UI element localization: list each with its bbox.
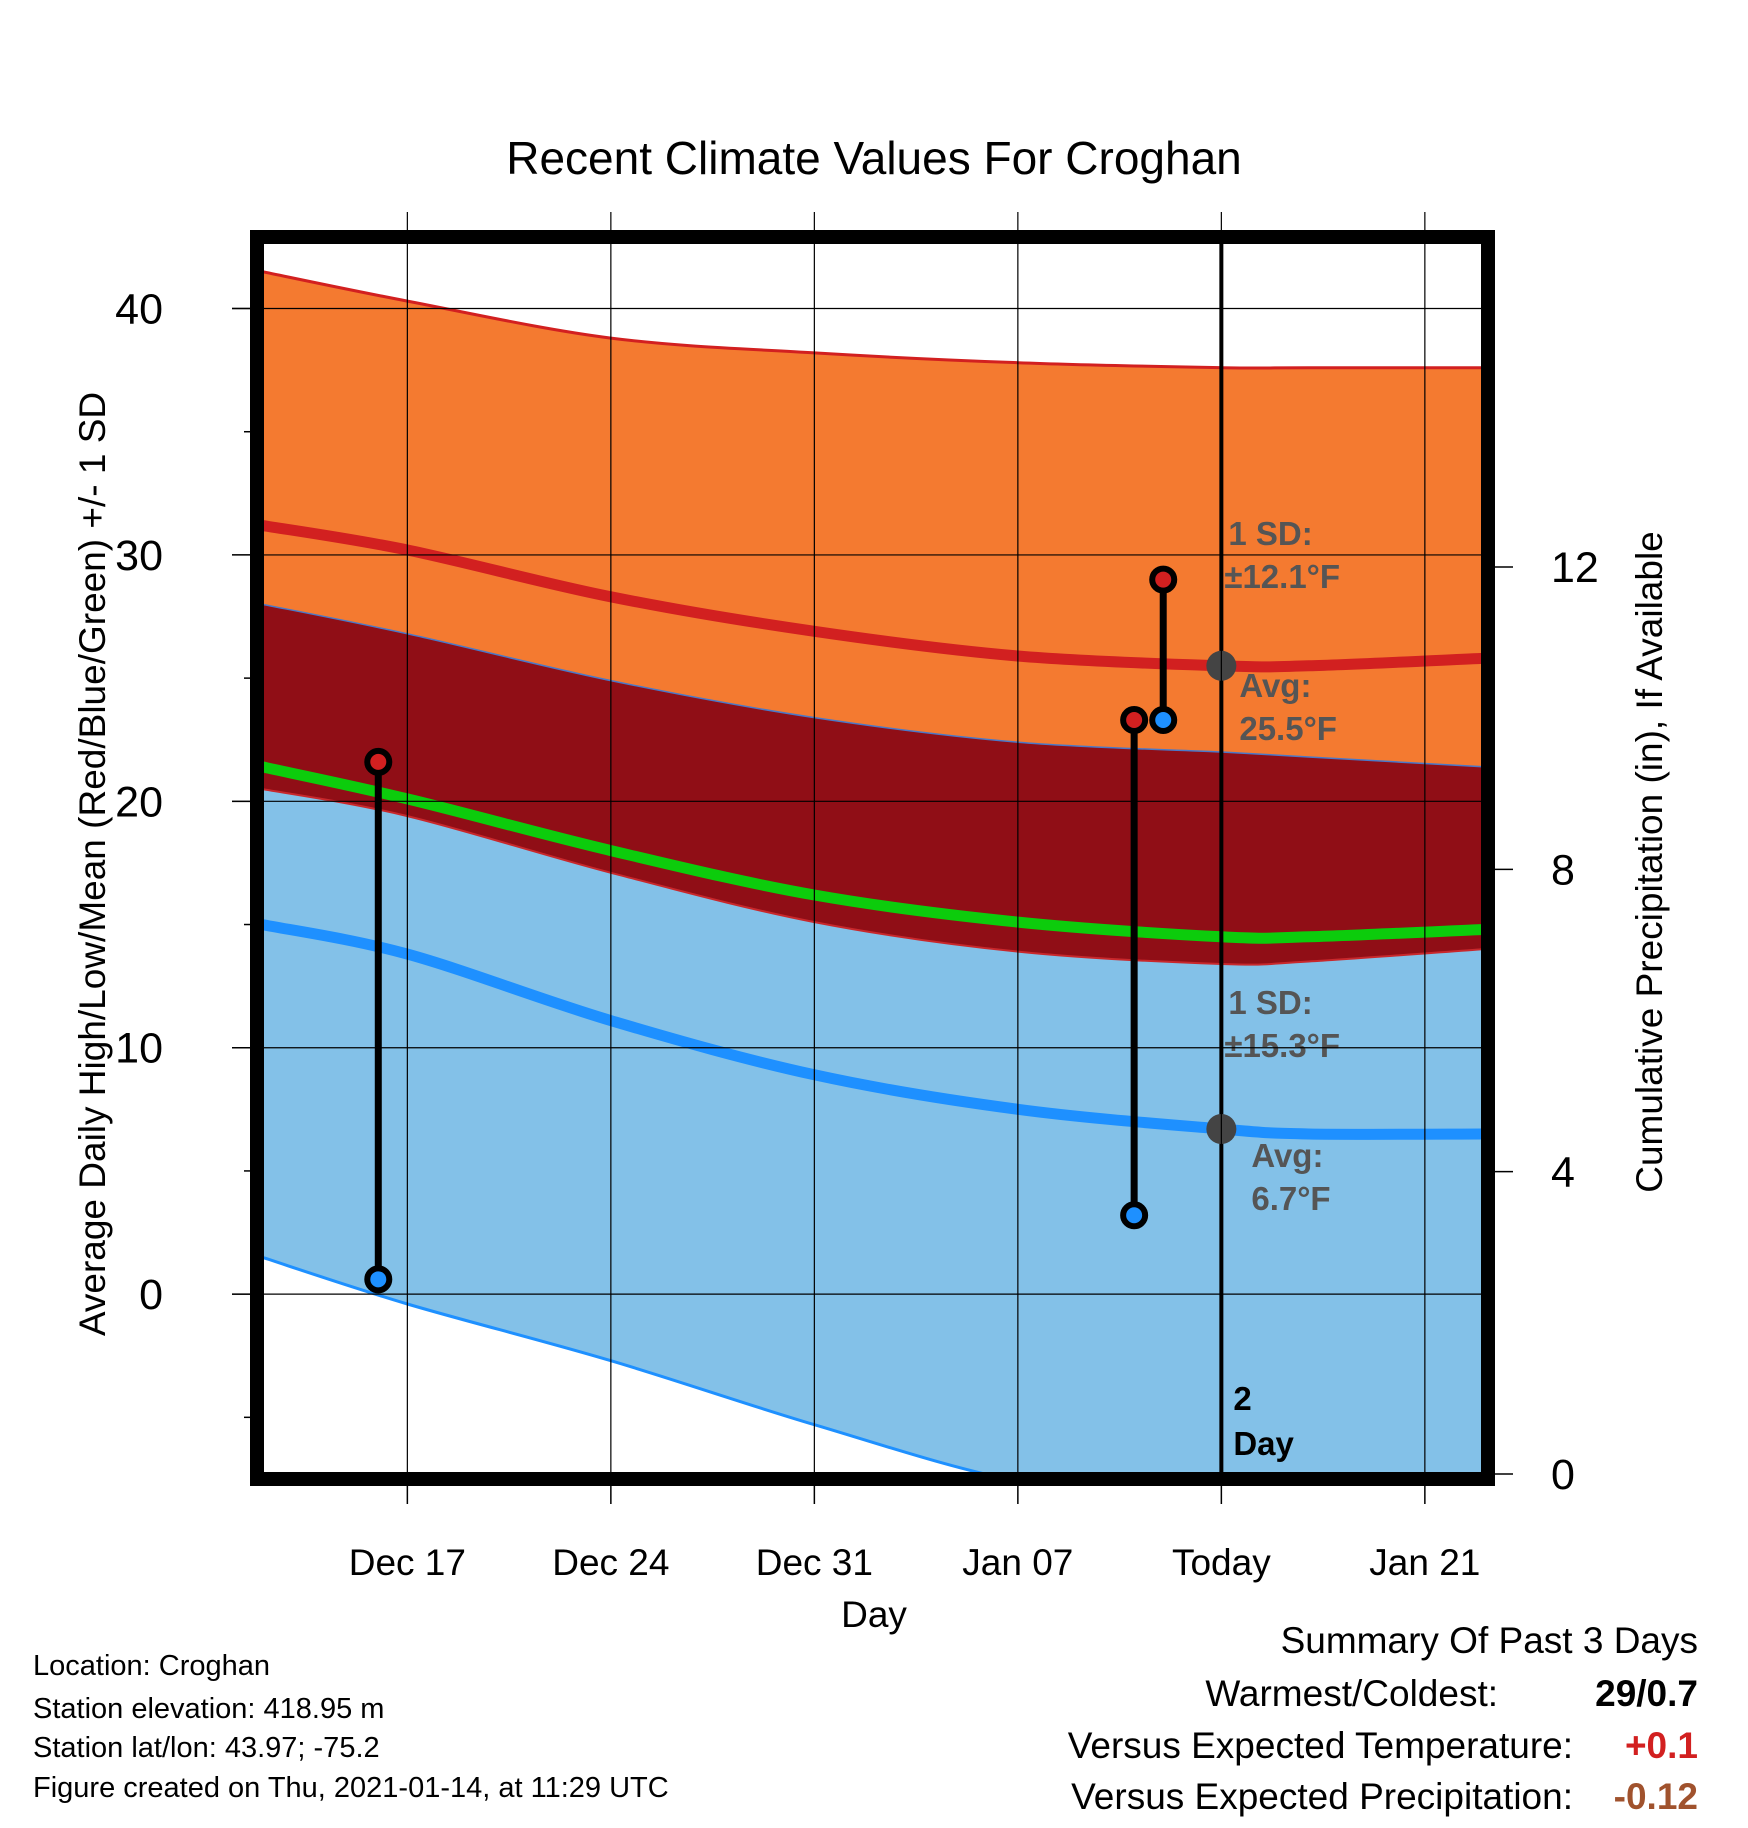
y-tick-label: 0 bbox=[139, 1271, 163, 1319]
low-avg-value: 6.7°F bbox=[1251, 1180, 1330, 1217]
y2-axis-label: Cumulative Precipitation (in), If Availa… bbox=[1629, 531, 1670, 1193]
precip-versus-label: Versus Expected Precipitation: bbox=[1071, 1776, 1573, 1817]
high-sd-value: ±12.1°F bbox=[1224, 558, 1340, 595]
low-avg-label: Avg: bbox=[1251, 1137, 1323, 1174]
location-text: Location: Croghan bbox=[33, 1650, 270, 1682]
x-tick-label: Jan 07 bbox=[962, 1542, 1073, 1583]
summary-title: Summary Of Past 3 Days bbox=[1280, 1620, 1698, 1661]
low-sd-value: ±15.3°F bbox=[1224, 1027, 1340, 1064]
low-sd-band bbox=[262, 789, 1483, 1474]
mean-average-line bbox=[262, 761, 1483, 944]
x-tick-label: Dec 31 bbox=[756, 1542, 873, 1583]
elevation-text: Station elevation: 418.95 m bbox=[33, 1693, 385, 1725]
y2-tick-label: 4 bbox=[1551, 1149, 1575, 1197]
y-tick-label: 20 bbox=[115, 778, 163, 826]
axes: 0 10 20 30 40 0 4 8 12 Dec 17 Dec 24 Dec 31 Jan 07 To… bbox=[115, 212, 1599, 1583]
y-tick-label: 30 bbox=[115, 532, 163, 580]
y-tick-label: 40 bbox=[115, 286, 163, 334]
x-tick-label: Dec 24 bbox=[552, 1542, 669, 1583]
today-label-unit: Day bbox=[1233, 1425, 1294, 1462]
x-tick-label: Today bbox=[1172, 1542, 1271, 1583]
low-sd-label: 1 SD: bbox=[1228, 984, 1312, 1021]
overlap-band bbox=[262, 604, 1483, 965]
high-upper-sd-line bbox=[262, 270, 1483, 370]
x-tick-label: Jan 21 bbox=[1369, 1542, 1480, 1583]
low-average-line bbox=[262, 919, 1483, 1140]
precip-versus-value: -0.12 bbox=[1613, 1776, 1698, 1817]
y2-tick-label: 0 bbox=[1551, 1451, 1575, 1499]
high-sd-label: 1 SD: bbox=[1228, 515, 1312, 552]
y-tick-label: 10 bbox=[115, 1025, 163, 1073]
low-lower-sd-line bbox=[262, 1255, 991, 1474]
observed-low-point bbox=[1120, 1201, 1149, 1230]
observed-high-point bbox=[1120, 706, 1149, 735]
warmest-coldest-value: 29/0.7 bbox=[1595, 1673, 1698, 1714]
low-upper-sd-line bbox=[262, 788, 1483, 966]
high-avg-value: 25.5°F bbox=[1239, 710, 1337, 747]
high-sd-band bbox=[262, 271, 1483, 767]
y2-tick-label: 12 bbox=[1551, 544, 1599, 592]
high-average-line bbox=[262, 519, 1483, 673]
plot-frame bbox=[250, 230, 1495, 1486]
observed-low-point bbox=[1149, 706, 1178, 735]
temp-versus-label: Versus Expected Temperature: bbox=[1067, 1725, 1573, 1766]
high-avg-label: Avg: bbox=[1239, 667, 1311, 704]
plot-area: 1 SD: ±12.1°F Avg: 25.5°F 1 SD: ±15.3°F Avg: 6.… bbox=[262, 237, 1483, 1474]
x-axis-label: Day bbox=[841, 1594, 907, 1635]
x-tick-label: Dec 17 bbox=[349, 1542, 466, 1583]
observed-high-point bbox=[364, 747, 393, 776]
y-axis-label: Average Daily High/Low/Mean (Red/Blue/Gr… bbox=[72, 392, 113, 1336]
today-label-number: 2 bbox=[1233, 1380, 1251, 1417]
plot-clip-group bbox=[262, 270, 1483, 1474]
created-text: Figure created on Thu, 2021-01-14, at 11… bbox=[33, 1772, 669, 1804]
latlon-text: Station lat/lon: 43.97; -75.2 bbox=[33, 1732, 380, 1764]
high-lower-sd-line bbox=[262, 603, 1483, 768]
observed-low-point bbox=[364, 1265, 393, 1294]
y2-tick-label: 8 bbox=[1551, 846, 1575, 894]
temp-versus-value: +0.1 bbox=[1624, 1725, 1698, 1766]
observed-high-point bbox=[1149, 565, 1178, 594]
chart-title: Recent Climate Values For Croghan bbox=[506, 132, 1241, 184]
warmest-coldest-label: Warmest/Coldest: bbox=[1205, 1673, 1498, 1714]
